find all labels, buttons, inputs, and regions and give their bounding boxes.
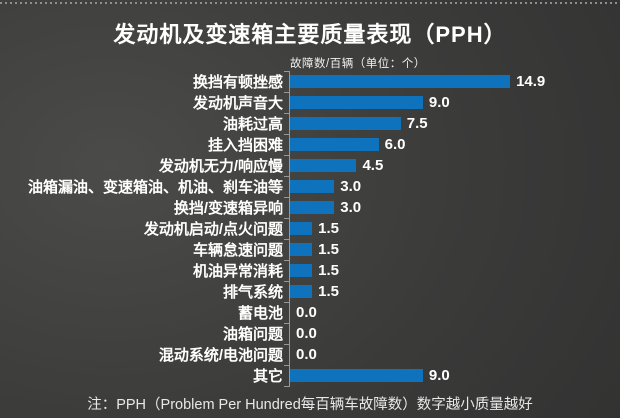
category-label: 油箱漏油、变速箱油、机油、刹车油等 xyxy=(27,179,283,196)
category-label: 发动机无力/响应慢 xyxy=(158,158,283,175)
axis-tick xyxy=(284,364,290,366)
chart-title: 发动机及变速箱主要质量表现（PPH） xyxy=(113,22,507,47)
axis-tick xyxy=(284,280,290,282)
axis-tick xyxy=(284,238,290,240)
value-label: 14.9 xyxy=(516,73,546,90)
category-label: 油耗过高 xyxy=(222,116,283,133)
bar-zone: 1.5 xyxy=(284,238,616,260)
value-label: 0.0 xyxy=(296,325,317,342)
category-label: 排气系统 xyxy=(222,284,283,301)
bar xyxy=(290,159,357,172)
chart-row: 发动机声音大 9.0 xyxy=(8,91,616,113)
value-label: 3.0 xyxy=(340,178,362,195)
bar-zone: 6.0 xyxy=(284,133,616,155)
category-label: 油箱问题 xyxy=(222,326,283,343)
category-label: 其它 xyxy=(252,368,283,385)
bar-zone: 3.0 xyxy=(284,196,616,218)
value-label: 1.5 xyxy=(318,283,339,300)
value-label: 0.0 xyxy=(296,304,317,321)
axis-tick xyxy=(284,385,290,387)
value-label: 1.5 xyxy=(318,220,339,237)
bar xyxy=(290,96,423,109)
category-label: 挂入挡困难 xyxy=(207,137,283,154)
footnote: 注：PPH（Problem Per Hundred每百辆车故障数）数字越小质量越… xyxy=(87,397,533,413)
category-label: 混动系统/电池问题 xyxy=(158,347,283,364)
bar-zone: 3.0 xyxy=(284,175,616,197)
axis-tick xyxy=(284,175,290,177)
bar-zone: 1.5 xyxy=(284,259,616,281)
bar xyxy=(290,243,313,256)
bar xyxy=(290,201,335,214)
value-label: 3.0 xyxy=(340,199,362,216)
top-dotted-border xyxy=(0,1,620,4)
chart-row: 车辆怠速问题 1.5 xyxy=(8,238,616,260)
category-label: 机油异常消耗 xyxy=(192,263,283,280)
axis-tick xyxy=(284,154,290,156)
bar-zone: 14.9 xyxy=(284,70,616,92)
chart-row: 换挡有顿挫感 14.9 xyxy=(8,70,616,92)
axis-tick xyxy=(284,133,290,135)
chart-row: 油耗过高 7.5 xyxy=(8,112,616,134)
chart-row: 机油异常消耗 1.5 xyxy=(8,259,616,281)
bar xyxy=(290,264,313,277)
value-label: 0.0 xyxy=(296,346,317,363)
value-label: 6.0 xyxy=(384,136,406,153)
category-label: 蓄电池 xyxy=(237,305,283,322)
chart-row: 蓄电池 0.0 xyxy=(8,301,616,323)
category-label: 发动机启动/点火问题 xyxy=(143,221,283,238)
bar-zone: 9.0 xyxy=(284,91,616,113)
chart-row: 发动机无力/响应慢 4.5 xyxy=(8,154,616,176)
axis-unit-label: 故障数/百辆（单位：个） xyxy=(290,58,426,70)
axis-tick xyxy=(284,259,290,261)
bar-zone: 1.5 xyxy=(284,280,616,302)
axis-tick xyxy=(284,217,290,219)
bar xyxy=(290,222,313,235)
value-label: 9.0 xyxy=(428,367,450,384)
axis-tick xyxy=(284,70,290,72)
category-label: 车辆怠速问题 xyxy=(192,242,283,259)
category-label: 换挡有顿挫感 xyxy=(192,74,283,91)
bar xyxy=(290,285,313,298)
axis-tick xyxy=(284,322,290,324)
bar xyxy=(290,180,335,193)
bar xyxy=(290,117,401,130)
bar-chart: 换挡有顿挫感 14.9 发动机声音大 9.0 油耗过高 7.5 挂入挡困难 6.0 发动机无力/… xyxy=(8,70,616,387)
axis-tick xyxy=(284,343,290,345)
axis-tick xyxy=(284,301,290,303)
bar-zone: 9.0 xyxy=(284,364,616,387)
chart-row: 挂入挡困难 6.0 xyxy=(8,133,616,155)
axis-tick xyxy=(284,196,290,198)
value-label: 7.5 xyxy=(406,115,428,132)
category-label: 发动机声音大 xyxy=(192,95,283,112)
value-label: 4.5 xyxy=(362,157,384,174)
category-label: 换挡/变速箱异响 xyxy=(173,200,283,217)
bar-zone: 1.5 xyxy=(284,217,616,239)
bar xyxy=(290,75,511,88)
chart-row: 发动机启动/点火问题 1.5 xyxy=(8,217,616,239)
bar xyxy=(290,369,423,382)
bar-zone: 0.0 xyxy=(284,301,616,323)
bar-zone: 0.0 xyxy=(284,322,616,344)
chart-row: 排气系统 1.5 xyxy=(8,280,616,302)
axis-tick xyxy=(284,91,290,93)
bar xyxy=(290,138,379,151)
bar-zone: 7.5 xyxy=(284,112,616,134)
chart-row: 混动系统/电池问题 0.0 xyxy=(8,343,616,365)
bar-zone: 0.0 xyxy=(284,343,616,365)
value-label: 1.5 xyxy=(318,262,339,279)
chart-row: 换挡/变速箱异响 3.0 xyxy=(8,196,616,218)
chart-row: 油箱漏油、变速箱油、机油、刹车油等 3.0 xyxy=(8,175,616,197)
axis-tick xyxy=(284,112,290,114)
chart-row: 其它 9.0 xyxy=(8,364,616,387)
bar-zone: 4.5 xyxy=(284,154,616,176)
chart-row: 油箱问题 0.0 xyxy=(8,322,616,344)
value-label: 1.5 xyxy=(318,241,339,258)
value-label: 9.0 xyxy=(428,94,450,111)
